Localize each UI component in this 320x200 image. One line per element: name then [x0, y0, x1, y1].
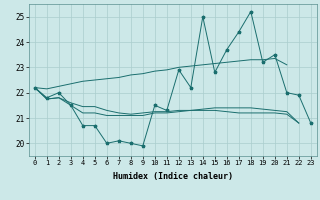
X-axis label: Humidex (Indice chaleur): Humidex (Indice chaleur)	[113, 172, 233, 181]
